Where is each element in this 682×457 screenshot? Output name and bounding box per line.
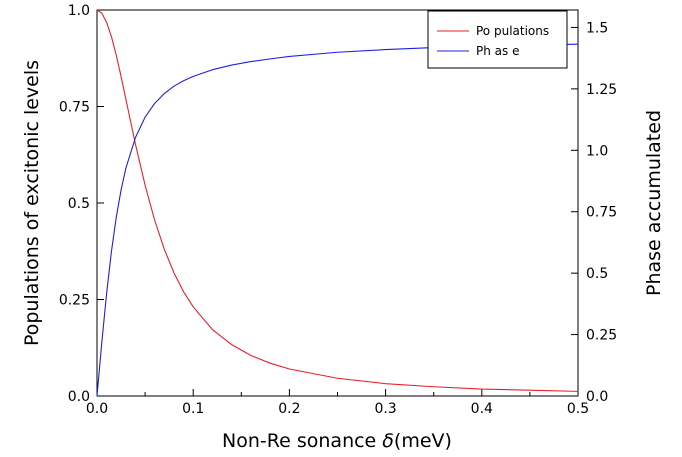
y-right-tick-label: 0.75	[586, 205, 617, 221]
x-tick-label: 0.5	[567, 401, 589, 417]
y-left-axis-ticks: 0.0 0.25 0.5 0.75 1.0	[59, 3, 104, 405]
legend-label-phase: Ph as e	[476, 44, 519, 58]
x-tick-label: 0.1	[182, 401, 204, 417]
series-line-phase	[96, 43, 579, 397]
y-right-axis-ticks: 0.0 0.25 0.5 0.75 1.0 1.25 1.5	[571, 20, 617, 405]
series-layer	[96, 9, 579, 397]
y-left-tick-label: 0.75	[59, 100, 90, 116]
y-left-axis-title: Populations of excitonic levels	[21, 60, 43, 346]
y-right-tick-label: 1.0	[586, 143, 608, 159]
x-tick-label: 0.3	[374, 401, 396, 417]
x-tick-label: 0.0	[86, 401, 108, 417]
y-right-tick-label: 0.25	[586, 328, 617, 344]
y-right-axis-title: Phase accumulated	[643, 110, 665, 296]
legend: Po pulations Ph as e	[427, 10, 568, 69]
x-axis-title-main: Non-Re sonance	[222, 430, 382, 452]
x-tick-label: 0.4	[471, 401, 493, 417]
legend-box	[427, 10, 568, 69]
series-line-populations	[96, 9, 579, 392]
y-right-tick-label: 0.0	[586, 389, 608, 405]
x-axis-title: Non-Re sonance δ(meV)	[222, 430, 452, 452]
x-tick-label: 0.2	[278, 401, 300, 417]
y-left-tick-label: 0.0	[68, 389, 90, 405]
x-axis-title-unit: (meV)	[394, 430, 452, 452]
y-left-tick-label: 0.5	[68, 196, 90, 212]
y-left-tick-label: 1.0	[68, 3, 90, 19]
y-right-tick-label: 1.25	[586, 82, 617, 98]
x-axis-ticks: 0.0 0.1 0.2 0.3 0.4 0.5	[86, 389, 589, 417]
y-right-tick-label: 0.5	[586, 266, 608, 282]
y-right-tick-label: 1.5	[586, 20, 608, 36]
y-left-tick-label: 0.25	[59, 293, 90, 309]
x-axis-title-symbol: δ	[382, 430, 394, 452]
legend-label-populations: Po pulations	[476, 24, 549, 38]
